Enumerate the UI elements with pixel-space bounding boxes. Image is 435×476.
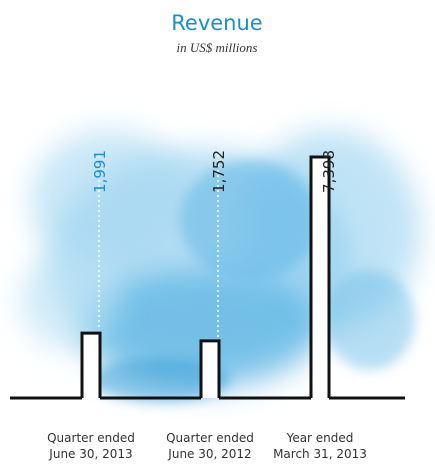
value-label: 1,991 [91,150,109,193]
value-label: 1,752 [210,150,228,193]
chart-title: Revenue [171,11,262,35]
chart-subtitle: in US$ millions [177,40,258,55]
bar [82,333,100,398]
bar [201,341,219,398]
x-tick-label: March 31, 2013 [273,447,367,461]
value-label: 7,398 [320,150,338,193]
x-tick-label: Quarter ended [47,431,135,445]
x-tick-label: Quarter ended [166,431,254,445]
x-tick-label: June 30, 2012 [167,447,251,461]
x-tick-label: June 30, 2013 [48,447,132,461]
chart: Revenue in US$ millions 1,991 Quarter end… [0,0,435,476]
x-tick-label: Year ended [286,431,354,445]
